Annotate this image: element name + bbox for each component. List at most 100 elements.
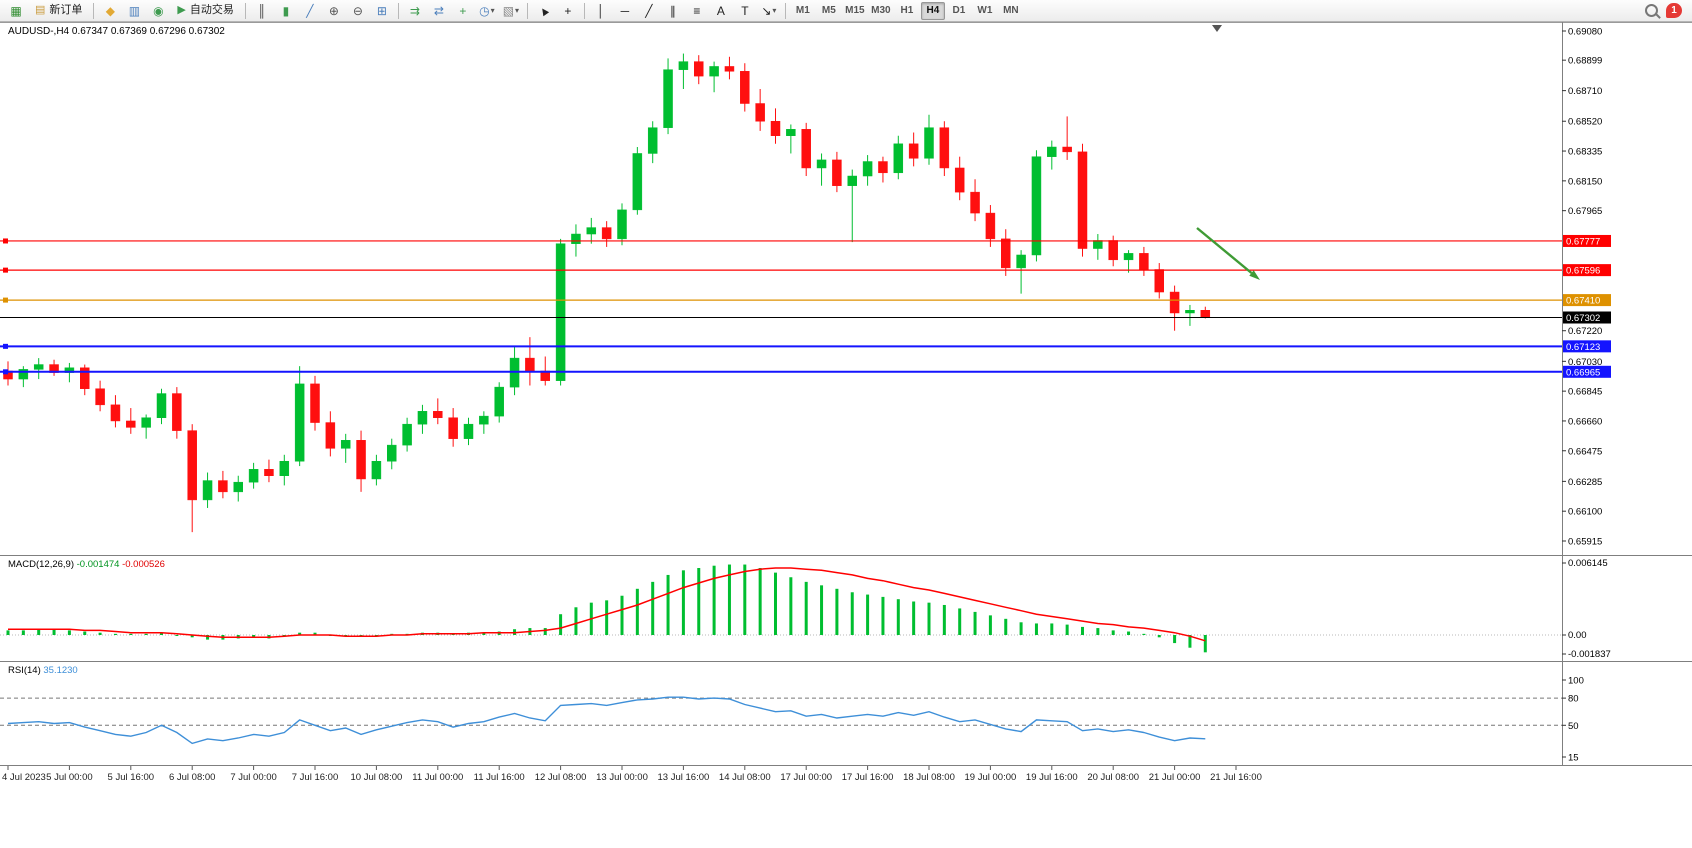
time-label: 21 Jul 00:00 — [1149, 772, 1201, 783]
vertical-line-icon[interactable]: │ — [597, 3, 605, 18]
zoom-in-icon[interactable]: ⊕ — [328, 3, 339, 18]
notification-badge[interactable]: 1 — [1666, 3, 1682, 18]
layout-profiles-icon[interactable]: ◆ — [105, 3, 116, 18]
toolbar-separator — [93, 2, 95, 19]
price-badge: 0.67410 — [1563, 294, 1611, 307]
candle — [494, 382, 504, 423]
candles-mode-icon[interactable]: ▮ — [282, 3, 290, 18]
price-axis[interactable]: 0.69080 0.68899 0.68710 0.68520 0.68335 0.681… — [1562, 27, 1611, 548]
chart-shift-marker[interactable] — [1212, 25, 1222, 32]
candle — [1200, 306, 1211, 319]
candle — [325, 411, 336, 457]
periods-icon[interactable]: ◷ ▾ — [479, 3, 495, 18]
trendline-icon[interactable]: ╱ — [645, 3, 653, 18]
candle — [187, 424, 197, 533]
line-handle[interactable] — [3, 369, 8, 375]
candle — [141, 414, 151, 439]
trend-arrow-annotation[interactable] — [1196, 227, 1260, 280]
timeframe-w1[interactable]: W1 — [977, 5, 993, 16]
macd-axis-label: 0.006145 — [1568, 558, 1608, 569]
candle — [893, 135, 904, 180]
candle — [448, 408, 458, 447]
candle — [816, 153, 827, 186]
line-handle[interactable] — [3, 297, 8, 303]
time-label: 13 Jul 16:00 — [658, 772, 710, 783]
time-label: 12 Jul 08:00 — [535, 772, 587, 783]
candle — [847, 169, 857, 243]
toolbar-separator — [583, 2, 585, 19]
line-handle[interactable] — [3, 267, 8, 273]
navigator-icon[interactable]: ◉ — [153, 3, 164, 18]
candle — [172, 387, 182, 439]
timeframe-m5[interactable]: M5 — [821, 5, 836, 16]
chart-title: AUDUSD-,H4 0.67347 0.67369 0.67296 0.673… — [8, 26, 225, 37]
price-tick-label: 0.68520 — [1568, 117, 1602, 128]
arrows-icon[interactable]: ↘ ▾ — [761, 3, 777, 18]
new-chart-icon[interactable]: ▦ — [10, 3, 22, 18]
timeframe-mn[interactable]: MN — [1003, 5, 1019, 16]
main-chart-canvas[interactable]: 0.69080 0.68899 0.68710 0.68520 0.68335 0.681… — [0, 22, 1692, 556]
market-watch-icon[interactable]: ▥ — [128, 3, 141, 18]
macd-name: MACD(12,26,9) — [8, 559, 74, 570]
crosshair-icon[interactable]: + — [564, 3, 572, 18]
candle — [1077, 143, 1088, 257]
new-order-button[interactable]: ▤ 新订单 — [29, 1, 88, 21]
toolbar-separator — [784, 2, 786, 19]
candle — [1108, 235, 1118, 267]
line-mode-icon[interactable]: ╱ — [306, 3, 314, 18]
equidistant-channel-icon[interactable]: ∥ — [669, 3, 676, 18]
candle — [740, 63, 750, 112]
toolbar-separator — [526, 2, 528, 19]
rsi-canvas[interactable]: 100 80 50 15 — [0, 662, 1692, 766]
time-label: 17 Jul 16:00 — [842, 772, 894, 783]
timeframe-m1[interactable]: M1 — [795, 5, 810, 16]
candle — [1093, 234, 1103, 260]
line-handle[interactable] — [3, 343, 8, 349]
time-axis[interactable]: 4 Jul 2023 5 Jul 00:00 5 Jul 16:00 6 Jul 08… — [0, 766, 1692, 786]
candle — [1001, 229, 1011, 276]
rsi-axis-label: 50 — [1568, 721, 1579, 732]
macd-main-value: -0.001474 — [76, 559, 120, 570]
text-icon[interactable]: A — [716, 3, 725, 18]
time-label: 18 Jul 08:00 — [903, 772, 955, 783]
horizontal-line-icon[interactable]: ─ — [620, 3, 630, 18]
bars-mode-icon[interactable]: ║ — [257, 3, 267, 18]
macd-canvas[interactable]: 0.006145 0.00 -0.001837 — [0, 556, 1692, 662]
candle — [402, 417, 412, 452]
auto-scroll-icon[interactable]: ⇉ — [409, 3, 420, 18]
timeframe-h4[interactable]: H4 — [920, 1, 945, 20]
cursor-icon[interactable]: ▲ — [534, 1, 553, 20]
toolbar-separator — [397, 2, 399, 19]
candle — [233, 475, 243, 502]
line-handle[interactable] — [3, 238, 8, 244]
candle — [95, 380, 105, 412]
time-label: 11 Jul 00:00 — [412, 772, 463, 783]
timeframe-m30[interactable]: M30 — [871, 5, 891, 16]
zoom-out-icon[interactable]: ⊖ — [352, 3, 363, 18]
indicators-icon[interactable]: + — [459, 3, 467, 18]
candle — [786, 124, 796, 154]
timeframe-m15[interactable]: M15 — [845, 5, 865, 16]
search-icon[interactable] — [1645, 4, 1658, 17]
timeframe-h1[interactable]: H1 — [900, 5, 914, 16]
text-label-icon[interactable]: T — [741, 3, 749, 18]
macd-signal-line — [8, 567, 1206, 642]
price-badge: 0.67777 — [1563, 234, 1611, 247]
chart-shift-icon[interactable]: ⇄ — [433, 3, 444, 18]
tile-windows-icon[interactable]: ⊞ — [376, 3, 387, 18]
price-tick-label: 0.68150 — [1568, 176, 1602, 187]
auto-trading-button[interactable]: ▶ 自动交易 — [171, 1, 239, 21]
candle — [694, 55, 704, 85]
price-tick-label: 0.69080 — [1568, 27, 1602, 38]
fibonacci-icon[interactable]: ≡ — [693, 3, 701, 18]
candle — [248, 462, 259, 489]
price-tick-label: 0.65915 — [1568, 536, 1602, 547]
rsi-pane: 100 80 50 15 RSI(14) 35.1230 — [0, 662, 1692, 766]
timeframe-d1[interactable]: D1 — [952, 5, 966, 16]
price-tick-label: 0.67965 — [1568, 206, 1602, 217]
price-tick-label: 0.66475 — [1568, 446, 1602, 457]
templates-icon[interactable]: ▧ ▾ — [502, 3, 520, 18]
candle — [555, 238, 566, 386]
macd-histogram — [6, 564, 1207, 653]
